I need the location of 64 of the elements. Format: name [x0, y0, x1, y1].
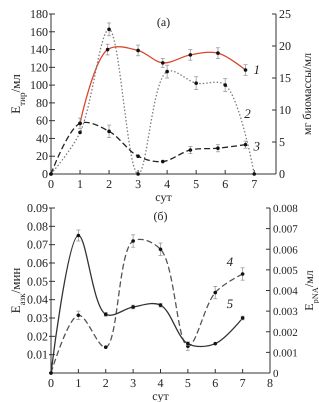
y-tick-label: 0.05: [27, 274, 48, 288]
x-tick-label: 7: [251, 177, 258, 191]
y-tick-label: 40: [36, 131, 48, 146]
y2-tick-label: 0.002: [273, 326, 298, 339]
point: [244, 142, 248, 146]
y2-tick-label: 10: [279, 103, 291, 117]
y2-tick-label: 25: [279, 7, 291, 21]
y-tick-label: 0.03: [27, 311, 48, 325]
y-tick-label: 0.06: [27, 256, 48, 270]
y-tick-label: 180: [30, 7, 48, 21]
y2-tick-label: 0: [279, 167, 285, 181]
point: [76, 234, 80, 238]
y2-tick-label: 20: [279, 39, 291, 53]
x-tick-label: 4: [158, 376, 164, 390]
series-label: 1: [254, 62, 260, 77]
y-tick-label: 0.09: [27, 201, 48, 215]
y-tick-label: 60: [36, 114, 48, 128]
point: [136, 154, 140, 158]
y-tick-label: 140: [30, 42, 48, 57]
y-tick-label: 0.07: [27, 238, 48, 252]
y2-tick-label: 15: [279, 71, 291, 85]
x-tick-label: 7: [240, 376, 246, 390]
x-tick-label: 4: [164, 177, 170, 191]
y2-tick-label: 0: [273, 368, 279, 380]
x-tick-label: 6: [212, 376, 218, 390]
y-tick-label: 0.01: [27, 348, 48, 362]
x-tick-label: 2: [102, 376, 109, 390]
y-tick-label: 20: [36, 149, 48, 164]
y2-tick-label: 0.004: [273, 286, 298, 298]
series-label: 3: [252, 138, 261, 154]
y-tick-label: 100: [30, 78, 48, 92]
y2-tick-label: 0.003: [273, 306, 298, 318]
x-tick-label: 6: [222, 177, 228, 191]
series-label: 4: [226, 254, 234, 269]
x-tick-label: 5: [184, 376, 191, 390]
y-tick-label: 80: [36, 96, 48, 110]
y2-axis-title: мг биомассы/мл: [300, 52, 314, 136]
y2-tick-label: 0.008: [273, 203, 298, 215]
chart-title: (б): [153, 209, 168, 223]
x-tick-label: 8: [267, 376, 273, 390]
series-label: 5: [226, 296, 234, 311]
y-tick-label: 160: [30, 24, 48, 39]
series-label: 2: [244, 106, 252, 121]
y2-tick-label: 0.006: [273, 244, 298, 256]
x-tick-label: 2: [106, 177, 112, 191]
point: [160, 160, 165, 164]
y2-tick-label: 0.005: [273, 264, 298, 277]
y-tick-label: 0: [42, 167, 48, 181]
x-tick-label: 1: [77, 177, 84, 191]
x-axis-title: сут: [155, 190, 172, 204]
y2-tick-label: 5: [279, 135, 285, 149]
x-tick-label: 3: [130, 376, 136, 390]
y2-tick-label: 0.001: [273, 347, 298, 360]
x-tick-label: 1: [75, 376, 82, 390]
y-tick-label: 120: [30, 60, 48, 74]
y2-tick-label: 0.007: [273, 224, 298, 236]
chart-title: (а): [156, 15, 170, 29]
y-tick-label: 0.08: [27, 219, 48, 234]
x-tick-label: 3: [135, 177, 142, 191]
point: [213, 342, 218, 346]
point: [107, 130, 111, 134]
y-tick-label: 0.02: [27, 329, 48, 344]
x-tick-label: 5: [193, 177, 200, 191]
y-tick-label: 0.04: [27, 292, 48, 307]
